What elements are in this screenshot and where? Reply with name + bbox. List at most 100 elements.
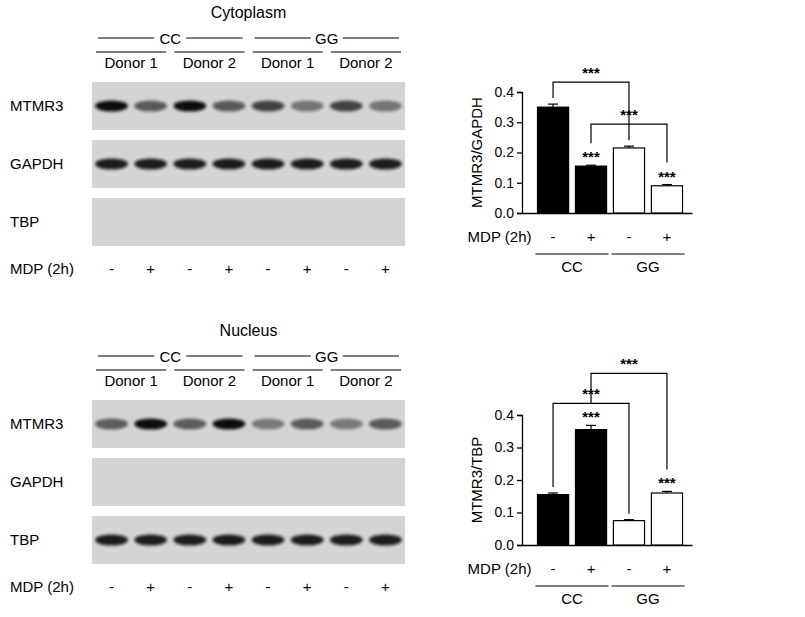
genotype-line: [98, 37, 154, 38]
blot-band: [173, 535, 206, 546]
lane-label: +: [303, 260, 312, 277]
y-tick-mark: [517, 415, 522, 416]
blot-band: [291, 535, 324, 546]
blot-membrane: [92, 140, 405, 188]
y-tick: 0.2: [495, 472, 522, 488]
bar: [575, 430, 606, 545]
treatment-label: MDP (2h): [10, 260, 74, 277]
error-bar-cap: [624, 519, 634, 520]
blot-band: [213, 159, 246, 170]
y-tick-label: 0.1: [495, 504, 515, 520]
group-line: [611, 585, 684, 586]
genotype-label: GG: [315, 30, 338, 47]
treatment-label: MDP (2h): [10, 578, 74, 595]
genotype-line: [343, 355, 399, 356]
blot-membrane: [92, 82, 405, 130]
blot-band: [252, 159, 285, 170]
category-row-label: MDP (2h): [468, 560, 532, 577]
blot-band: [134, 419, 167, 430]
y-tick: 0.3: [495, 439, 522, 455]
donor-label: Donor 2: [339, 54, 392, 71]
error-bar: [548, 104, 558, 107]
lane-label: +: [381, 578, 390, 595]
x-tick-label: -: [626, 560, 631, 577]
significance-stars: ***: [582, 408, 600, 425]
plot-marks: [537, 104, 682, 213]
y-tick-mark: [517, 213, 522, 214]
y-tick-label: 0.0: [495, 205, 515, 221]
donor-line: [174, 370, 244, 371]
x-tick-label: +: [663, 228, 672, 245]
bar: [613, 148, 644, 213]
error-bar-cap: [548, 492, 558, 493]
y-tick-mark: [517, 92, 522, 93]
y-tick-label: 0.4: [495, 407, 515, 423]
blot-band: [252, 535, 285, 546]
plot-marks: [537, 425, 682, 545]
bar: [537, 495, 568, 545]
genotype-line: [98, 355, 154, 356]
blot-band: [252, 419, 285, 430]
blot-band: [95, 419, 128, 430]
protein-label: TBP: [10, 213, 39, 230]
blot-band: [330, 419, 363, 430]
bar-chart: 0.00.10.20.30.4MTMR3/GAPDH************MD…: [468, 64, 693, 275]
y-tick-label: 0.4: [495, 84, 515, 100]
genotype-line: [343, 37, 399, 38]
category-row-label: MDP (2h): [468, 228, 532, 245]
y-tick-label: 0.3: [495, 114, 515, 130]
x-tick-label: -: [626, 228, 631, 245]
donor-line: [253, 52, 323, 53]
lane-label: +: [303, 578, 312, 595]
y-tick: 0.0: [495, 537, 522, 553]
blot-band: [213, 101, 246, 112]
bar: [613, 521, 644, 545]
blot-band: [330, 101, 363, 112]
bracket-line: [591, 124, 667, 162]
lane-label: -: [266, 260, 271, 277]
group-label: GG: [636, 258, 659, 275]
y-tick-mark: [517, 480, 522, 481]
bar: [651, 493, 682, 545]
donor-line: [253, 370, 323, 371]
y-tick: 0.0: [495, 205, 522, 221]
donor-line: [96, 52, 166, 53]
group-line: [535, 253, 608, 254]
blot-band: [369, 419, 402, 430]
blot-band: [213, 535, 246, 546]
donor-label: Donor 1: [104, 54, 157, 71]
donor-label: Donor 2: [183, 372, 236, 389]
error-bar: [548, 493, 558, 495]
blot-membrane: [92, 516, 405, 564]
donor-label: Donor 1: [261, 54, 314, 71]
significance-bracket: ***: [553, 385, 629, 513]
y-axis-title: MTMR3/GAPDH: [468, 97, 485, 208]
blot-band: [173, 419, 206, 430]
error-bar: [624, 146, 634, 148]
genotype-label: CC: [159, 348, 181, 365]
genotype-line: [255, 37, 311, 38]
error-bar-stem: [590, 425, 591, 429]
bracket-stars: ***: [620, 355, 638, 372]
figure: CytoplasmCCDonor 1Donor 2GGDonor 1Donor …: [0, 0, 805, 617]
lane-label: -: [344, 260, 349, 277]
genotype-line: [255, 355, 311, 356]
donor-label: Donor 2: [339, 372, 392, 389]
donor-line: [331, 52, 401, 53]
y-tick-label: 0.1: [495, 175, 515, 191]
bracket-stars: ***: [582, 64, 600, 81]
x-axis: [523, 213, 693, 214]
bracket-line: [553, 403, 629, 513]
y-tick-mark: [517, 122, 522, 123]
lane-label: -: [109, 260, 114, 277]
error-bar: [624, 519, 634, 521]
lane-label: +: [225, 578, 234, 595]
genotype-label: CC: [159, 30, 181, 47]
blot-band: [95, 535, 128, 546]
lane-label: +: [225, 260, 234, 277]
blot-membrane: [92, 400, 405, 448]
y-tick-label: 0.0: [495, 537, 515, 553]
blot-band: [134, 159, 167, 170]
bar: [537, 107, 568, 213]
y-tick-mark: [517, 545, 522, 546]
